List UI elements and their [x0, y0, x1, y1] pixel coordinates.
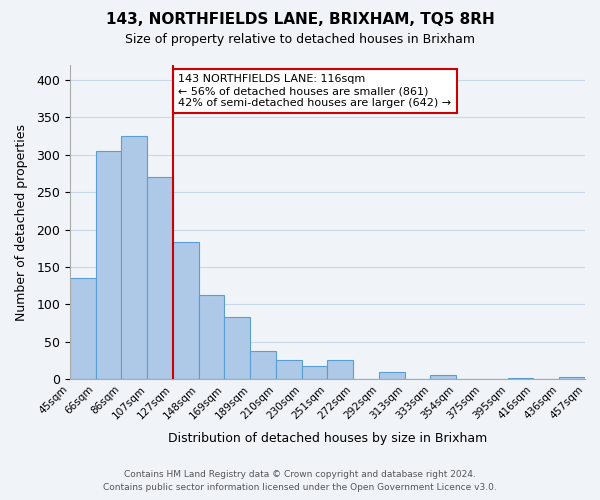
- Bar: [199, 296, 224, 379]
- Bar: [147, 177, 173, 379]
- Bar: [250, 352, 276, 379]
- Bar: [276, 360, 302, 379]
- X-axis label: Distribution of detached houses by size in Brixham: Distribution of detached houses by size …: [168, 432, 487, 445]
- Bar: [508, 378, 533, 379]
- Y-axis label: Number of detached properties: Number of detached properties: [15, 124, 28, 320]
- Bar: [70, 278, 95, 379]
- Bar: [173, 242, 199, 379]
- Bar: [224, 317, 250, 379]
- Bar: [430, 376, 456, 379]
- Bar: [121, 136, 147, 379]
- Bar: [328, 360, 353, 379]
- Bar: [302, 366, 328, 379]
- Text: Contains HM Land Registry data © Crown copyright and database right 2024.
Contai: Contains HM Land Registry data © Crown c…: [103, 470, 497, 492]
- Bar: [95, 151, 121, 379]
- Text: 143 NORTHFIELDS LANE: 116sqm
← 56% of detached houses are smaller (861)
42% of s: 143 NORTHFIELDS LANE: 116sqm ← 56% of de…: [178, 74, 451, 108]
- Text: Size of property relative to detached houses in Brixham: Size of property relative to detached ho…: [125, 32, 475, 46]
- Text: 143, NORTHFIELDS LANE, BRIXHAM, TQ5 8RH: 143, NORTHFIELDS LANE, BRIXHAM, TQ5 8RH: [106, 12, 494, 28]
- Bar: [559, 377, 585, 379]
- Bar: [379, 372, 405, 379]
